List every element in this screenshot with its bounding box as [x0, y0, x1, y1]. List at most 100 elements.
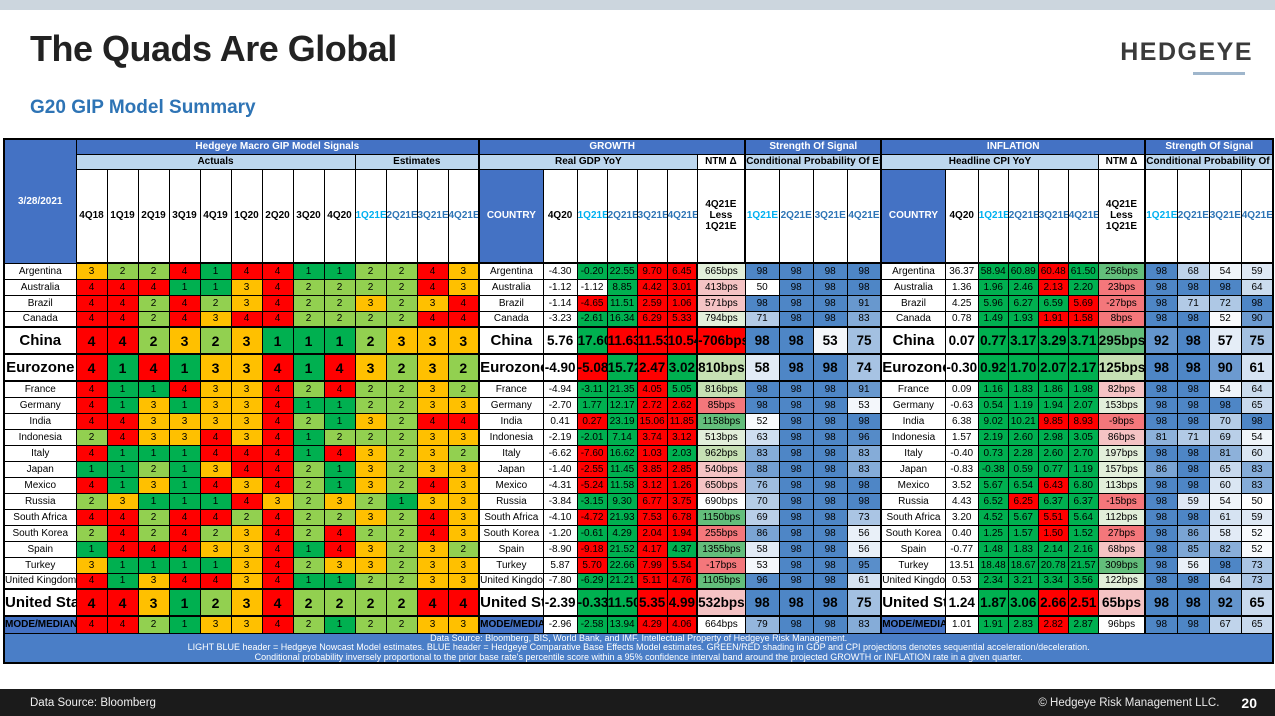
- gdp-estimate-cell: 5.11: [636, 572, 668, 590]
- quad-signal-cell: 1: [137, 444, 170, 462]
- cpi-estimate-cell: 1.49: [977, 310, 1009, 328]
- cpi-actual-cell: 6.38: [944, 412, 979, 430]
- table-row: South Korea 2 4 2 4 2 3 4 2 4 2 2 4 3 South Korea -1.20…: [3, 524, 1274, 542]
- country-cell: South Africa: [880, 508, 946, 526]
- table-row: Turkey 3 1 1 1 1 3 4 2 3 3 2 3 3 Turkey 5.87 5.70 22.66 7.…: [3, 556, 1274, 574]
- growth-prob-cell: 83: [846, 615, 882, 634]
- inflation-prob-cell: 69: [1208, 428, 1242, 446]
- estimate-quarter-header: 1Q21E: [354, 168, 387, 264]
- gdp-estimate-cell: 5.70: [576, 556, 608, 574]
- quad-signal-cell: 4: [137, 540, 170, 558]
- quad-signal-cell: 3: [416, 615, 449, 634]
- quad-signal-cell: 4: [261, 476, 294, 494]
- inflation-prob-cell: 61: [1240, 353, 1274, 382]
- quad-signal-cell: 4: [323, 444, 356, 462]
- estimate-quarter-header: 2Q21E: [385, 168, 418, 264]
- country-cell: South Korea: [478, 524, 544, 542]
- gdp-estimate-cell: 22.55: [606, 262, 638, 280]
- gdp-estimate-cell: 11.58: [606, 476, 638, 494]
- growth-prob-cell: 98: [812, 588, 848, 617]
- gdp-estimate-cell: 4.37: [666, 540, 698, 558]
- quad-signal-cell: 2: [323, 294, 356, 312]
- gdp-estimate-cell: 13.94: [606, 615, 638, 634]
- quad-signal-cell: 3: [447, 492, 480, 510]
- quad-signal-cell: 2: [292, 508, 325, 526]
- gdp-estimate-cell: 6.29: [636, 310, 668, 328]
- quad-signal-cell: 2: [385, 353, 418, 382]
- strength-quarter-header: 3Q21E: [1208, 168, 1242, 264]
- inflation-prob-cell: 52: [1240, 524, 1274, 542]
- quad-signal-cell: 4: [168, 310, 201, 328]
- quad-signal-cell: 3: [230, 572, 263, 590]
- quad-signal-cell: 2: [447, 380, 480, 398]
- cpi-estimate-cell: 1.16: [977, 380, 1009, 398]
- quad-signal-cell: 4: [168, 508, 201, 526]
- quad-signal-cell: 2: [292, 278, 325, 296]
- quad-signal-cell: 3: [168, 326, 201, 355]
- quad-signal-cell: 1: [323, 412, 356, 430]
- quad-signal-cell: 4: [106, 540, 139, 558]
- inflation-prob-cell: 72: [1208, 294, 1242, 312]
- quad-signal-cell: 4: [75, 412, 108, 430]
- quad-signal-cell: 4: [75, 380, 108, 398]
- growth-prob-cell: 58: [744, 353, 780, 382]
- quad-signal-cell: 1: [106, 353, 139, 382]
- growth-prob-cell: 98: [778, 508, 814, 526]
- quad-signal-cell: 1: [261, 326, 294, 355]
- inflation-prob-cell: 98: [1144, 380, 1178, 398]
- growth-prob-cell: 98: [846, 278, 882, 296]
- inflation-prob-cell: 98: [1176, 444, 1210, 462]
- quad-signal-cell: 4: [199, 444, 232, 462]
- inflation-prob-cell: 98: [1144, 476, 1178, 494]
- country-cell: Italy: [478, 444, 544, 462]
- gdp-estimate-cell: -0.33: [576, 588, 608, 617]
- table-row: Indonesia 2 4 3 3 4 3 4 1 2 2 2 3 3 Indonesia -2.19 -2.0…: [3, 428, 1274, 446]
- growth-prob-cell: 98: [812, 524, 848, 542]
- growth-prob-cell: 98: [812, 508, 848, 526]
- gdp-ntm-delta-cell: 690bps: [696, 492, 746, 510]
- quad-signal-cell: 4: [75, 615, 108, 634]
- gdp-estimate-cell: 21.21: [606, 572, 638, 590]
- quad-signal-cell: 4: [261, 294, 294, 312]
- gdp-ntm-delta-cell: 1105bps: [696, 572, 746, 590]
- strength-quarter-header: 3Q21E: [812, 168, 848, 264]
- gdp-actual-cell: -1.40: [542, 460, 578, 478]
- growth-prob-cell: 98: [744, 588, 780, 617]
- growth-prob-cell: 83: [846, 460, 882, 478]
- quad-signal-cell: 3: [230, 380, 263, 398]
- gdp-ntm-delta-cell: 540bps: [696, 460, 746, 478]
- growth-prob-cell: 98: [812, 380, 848, 398]
- inflation-prob-cell: 98: [1144, 353, 1178, 382]
- country-cell: France: [478, 380, 544, 398]
- quad-signal-cell: 3: [261, 492, 294, 510]
- quad-signal-cell: 1: [106, 572, 139, 590]
- cpi-actual-cell: 3.20: [944, 508, 979, 526]
- quad-signal-cell: 1: [168, 492, 201, 510]
- gdp-estimate-cell: 1.94: [666, 524, 698, 542]
- quad-signal-cell: 4: [323, 380, 356, 398]
- quad-signal-cell: 2: [137, 524, 170, 542]
- quad-signal-cell: 3: [199, 353, 232, 382]
- cpi-ntm-delta-cell: -15bps: [1097, 492, 1146, 510]
- quad-signal-cell: 2: [75, 428, 108, 446]
- strength-quarter-header: 2Q21E: [1176, 168, 1210, 264]
- cpi-estimate-cell: 1.83: [1007, 380, 1039, 398]
- quad-signal-cell: 2: [354, 396, 387, 414]
- gdp-actual-cell: -4.90: [542, 353, 578, 382]
- inflation-prob-cell: 64: [1240, 278, 1274, 296]
- gdp-estimate-cell: 5.54: [666, 556, 698, 574]
- quad-signal-cell: 1: [106, 556, 139, 574]
- cpi-estimate-cell: 0.92: [977, 353, 1009, 382]
- cpi-ntm-delta-cell: 113bps: [1097, 476, 1146, 494]
- hedgeye-logo: HEDGEYE: [1120, 38, 1253, 66]
- quad-signal-cell: 3: [230, 412, 263, 430]
- quad-signal-cell: 4: [75, 396, 108, 414]
- gdp-estimate-cell: 6.45: [666, 262, 698, 280]
- quad-signal-cell: 4: [261, 615, 294, 634]
- country-cell: Spain: [3, 540, 77, 558]
- quad-signal-cell: 2: [354, 310, 387, 328]
- inflation-prob-cell: 59: [1240, 262, 1274, 280]
- quad-signal-cell: 3: [199, 540, 232, 558]
- gdp-actual-cell: 5.76: [542, 326, 578, 355]
- table-row: Mexico 4 1 3 1 4 3 4 2 1 3 2 4 3 Mexico -4.31 -5.24 11.58…: [3, 476, 1274, 494]
